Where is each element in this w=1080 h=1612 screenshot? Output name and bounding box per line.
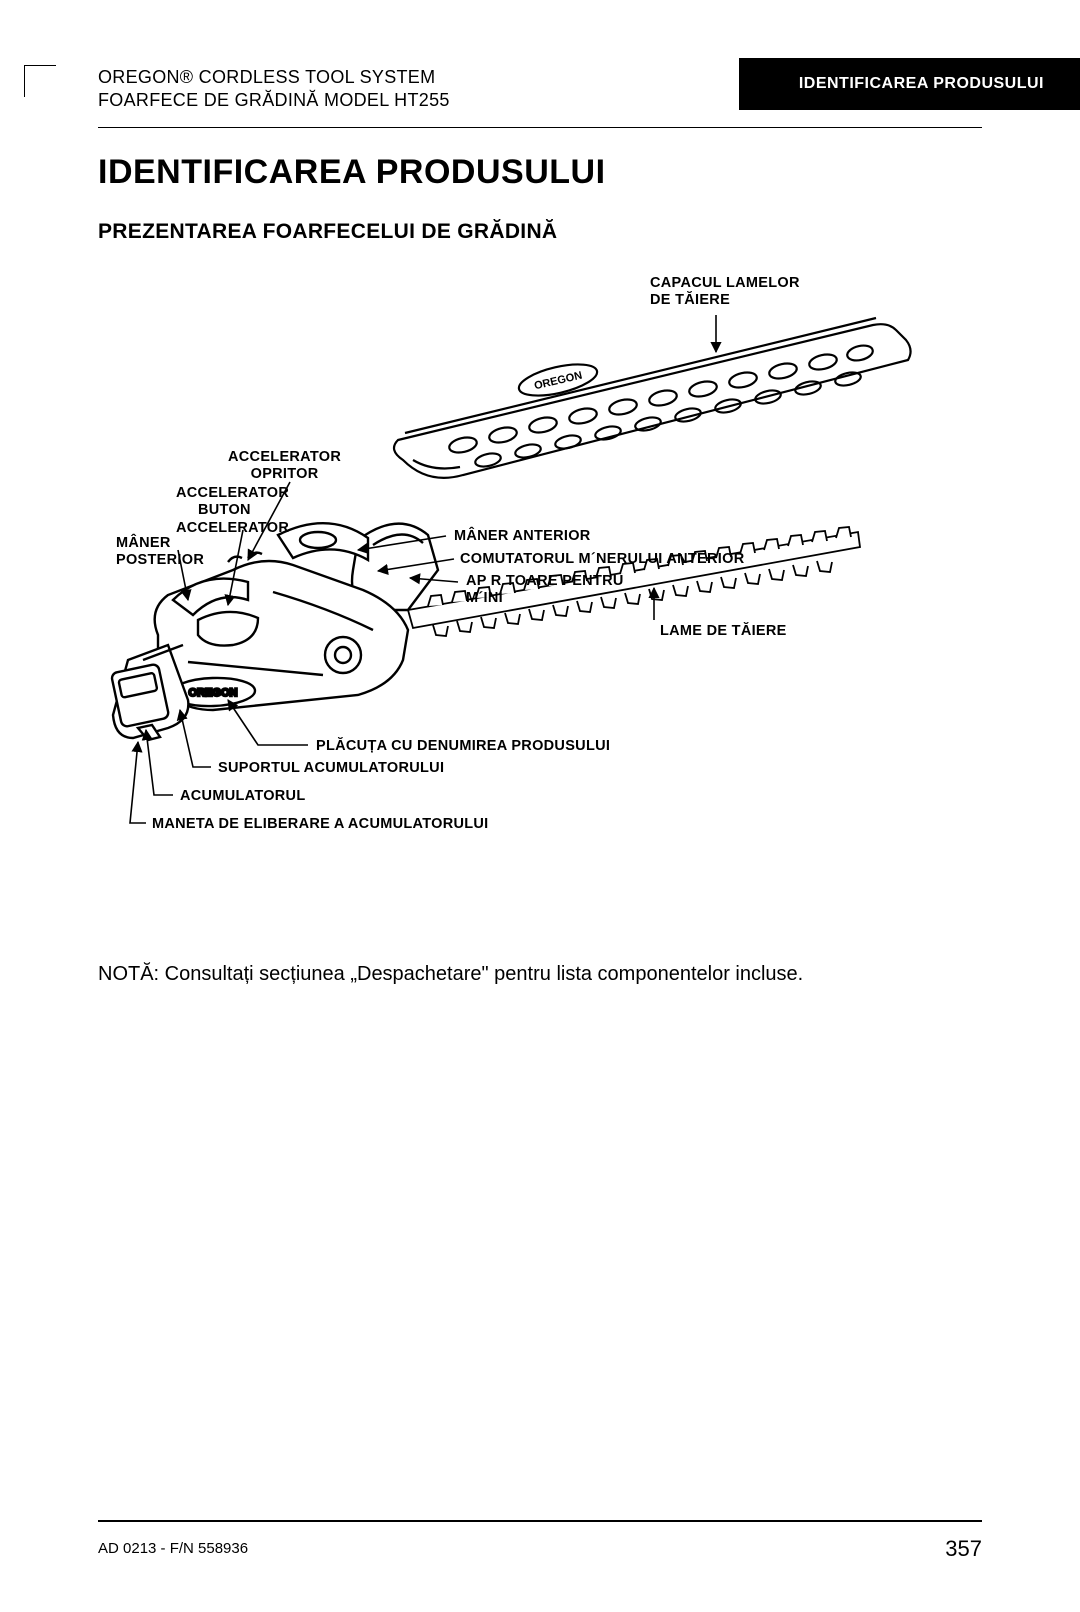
crop-mark [24,65,56,97]
svg-text:OREGON: OREGON [189,687,238,699]
product-diagram: OREGON [98,260,982,920]
label-rear-handle: MÂNER POSTERIOR [116,535,204,570]
label-nameplate: PLĂCUȚA CU DENUMIREA PRODUSULUI [316,738,610,755]
label-cutting-blades: LAME DE TĂIERE [660,623,787,640]
label-battery-release: MANETA DE ELIBERARE A ACUMULATORULUI [152,816,489,833]
page: OREGON® CORDLESS TOOL SYSTEM FOARFECE DE… [0,0,1080,1612]
header-left-line1: OREGON® CORDLESS TOOL SYSTEM [98,66,450,89]
page-number: 357 [945,1536,982,1562]
footer-rule [98,1520,982,1522]
label-battery-pack: ACUMULATORUL [180,788,306,805]
label-throttle-trigger: ACCELERATOR BUTON ACCELERATOR [176,485,289,537]
header-left-line2: FOARFECE DE GRĂDINĂ MODEL HT255 [98,89,450,112]
label-hand-guard: AP R TOARE PENTRU M´INI [466,573,624,608]
label-battery-port: SUPORTUL ACUMULATORULUI [218,760,444,777]
label-front-handle-switch: COMUTATORUL M´NERULUI ANTERIOR [460,551,744,568]
main-title: IDENTIFICAREA PRODUSULUI [98,153,606,192]
footer-left: AD 0213 - F/N 558936 [98,1540,248,1557]
label-blade-cover: CAPACUL LAMELOR DE TĂIERE [650,275,800,310]
page-header: OREGON® CORDLESS TOOL SYSTEM FOARFECE DE… [98,66,1080,113]
label-front-handle: MÂNER ANTERIOR [454,528,591,545]
header-left: OREGON® CORDLESS TOOL SYSTEM FOARFECE DE… [98,66,450,113]
sub-title: PREZENTAREA FOARFECELUI DE GRĂDINĂ [98,220,557,244]
label-throttle-lockout: ACCELERATOR OPRITOR [228,449,341,484]
section-tab: IDENTIFICAREA PRODUSULUI [739,58,1080,110]
header-rule [98,127,982,128]
note-text: NOTĂ: Consultați secțiunea „Despachetare… [98,960,982,988]
